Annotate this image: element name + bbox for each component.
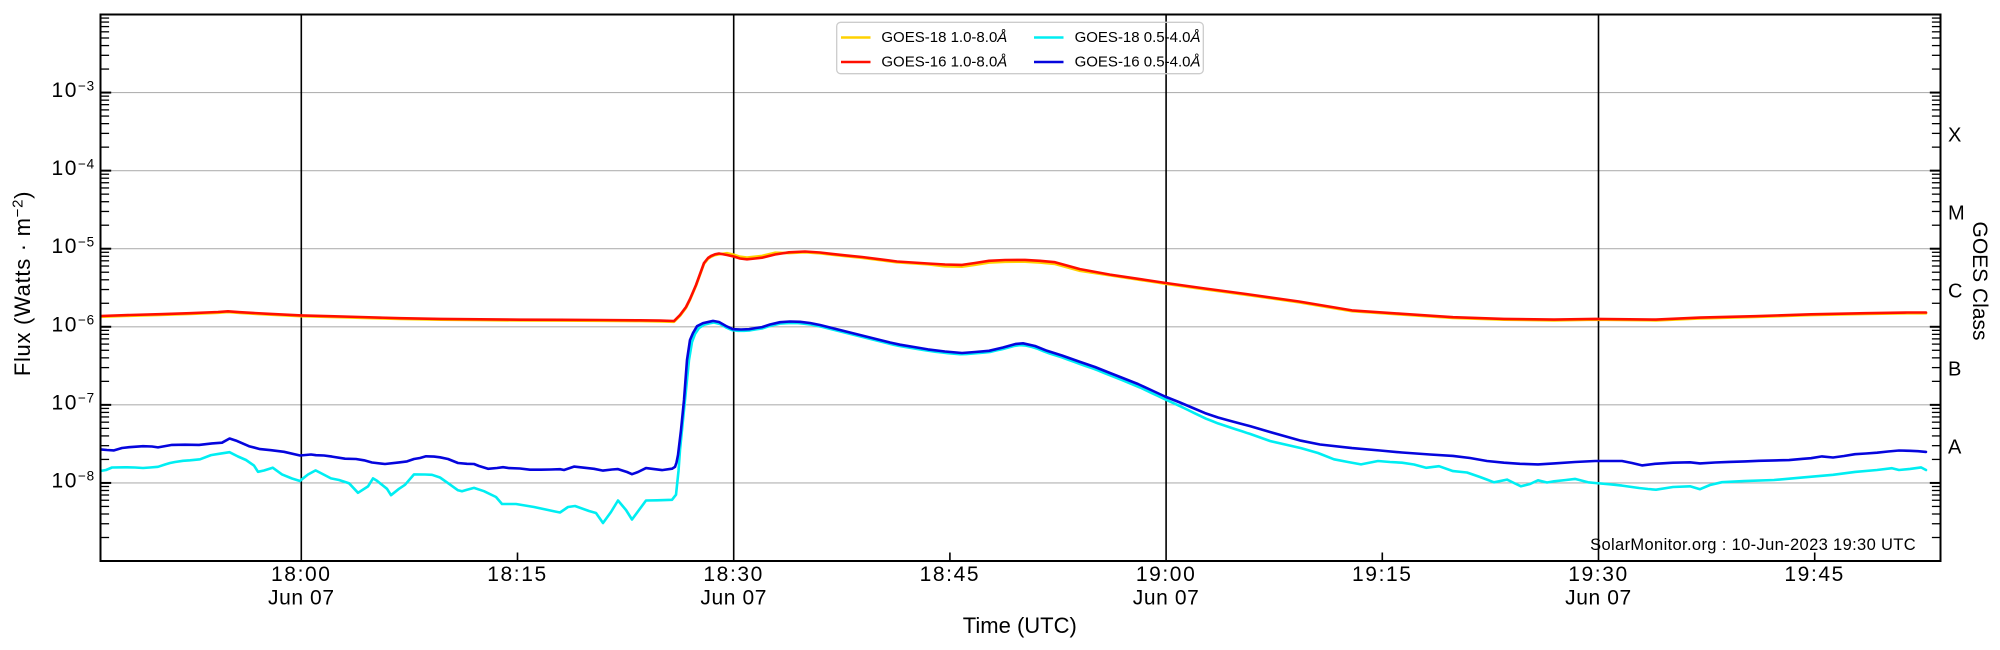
svg-text:GOES-16 1.0-8.0Å: GOES-16 1.0-8.0Å [881, 53, 1007, 70]
svg-text:18:00: 18:00 [271, 563, 332, 586]
svg-text:Flux (Watts · m−2): Flux (Watts · m−2) [10, 191, 36, 376]
svg-text:Jun 07: Jun 07 [1565, 587, 1632, 610]
svg-text:19:15: 19:15 [1352, 563, 1413, 586]
svg-text:19:45: 19:45 [1784, 563, 1845, 586]
svg-text:GOES Class: GOES Class [1968, 221, 1991, 340]
svg-text:18:30: 18:30 [703, 563, 764, 586]
svg-text:GOES-18 0.5-4.0Å: GOES-18 0.5-4.0Å [1075, 29, 1201, 46]
svg-text:M: M [1948, 203, 1965, 225]
svg-text:GOES-18 1.0-8.0Å: GOES-18 1.0-8.0Å [881, 29, 1007, 46]
svg-text:B: B [1948, 359, 1961, 381]
svg-text:C: C [1948, 281, 1962, 303]
svg-text:Jun 07: Jun 07 [700, 587, 767, 610]
svg-text:X: X [1948, 124, 1961, 146]
svg-text:18:15: 18:15 [487, 563, 548, 586]
svg-text:18:45: 18:45 [920, 563, 981, 586]
svg-text:Jun 07: Jun 07 [268, 587, 335, 610]
svg-text:19:30: 19:30 [1568, 563, 1629, 586]
svg-text:A: A [1948, 437, 1962, 459]
svg-text:Jun 07: Jun 07 [1133, 587, 1200, 610]
svg-text:19:00: 19:00 [1136, 563, 1197, 586]
svg-text:Time (UTC): Time (UTC) [963, 613, 1077, 638]
svg-text:GOES-16 0.5-4.0Å: GOES-16 0.5-4.0Å [1075, 53, 1201, 70]
svg-text:SolarMonitor.org : 10-Jun-2023: SolarMonitor.org : 10-Jun-2023 19:30 UTC [1590, 536, 1916, 554]
